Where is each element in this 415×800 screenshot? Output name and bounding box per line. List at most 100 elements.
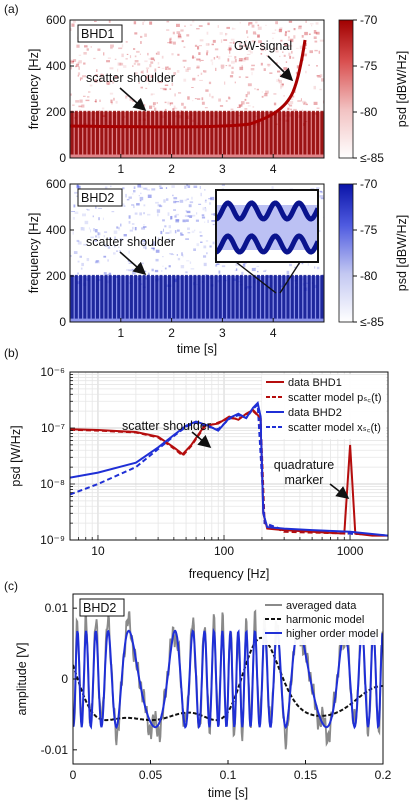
spectrogram-speckle [216,55,218,58]
spectrogram-speckle [142,226,147,228]
spectrogram-speckle [125,193,127,198]
annotation-arrow-scatter-shoulder-a1 [119,87,147,112]
scatter-band-stripe [273,274,277,319]
spectrogram-speckle [131,223,135,225]
x-tick-label: 0.05 [139,768,163,782]
spectrogram-speckle [133,62,136,65]
spectrogram-speckle [95,99,97,103]
spectrogram-speckle [194,98,197,100]
scatter-band-stripe [151,274,155,319]
spectrogram-speckle [157,204,162,207]
spectrogram-speckle [78,105,82,108]
spectrogram-speckle [168,67,171,70]
scatter-band-stripe [83,274,87,319]
spectrogram-speckle [319,190,322,192]
spectrogram-speckle [224,81,226,85]
spectrogram-speckle [142,245,147,249]
spectrogram-speckle [278,79,282,84]
spectrogram-speckle [187,185,191,188]
spectrogram-speckle [85,99,90,102]
spectrogram-speckle [241,58,246,62]
spectrogram-speckle [172,108,175,111]
spectrogram-speckle [140,35,143,38]
spectrogram-speckle [151,188,156,191]
spectrogram-speckle [315,22,319,25]
spectrogram-speckle [176,254,178,256]
spectrogram-speckle [113,97,115,101]
spectrogram-speckle [180,265,185,269]
spectrogram-speckle [101,107,105,110]
spectrogram-speckle [74,211,79,214]
spectrogram-speckle [103,272,107,275]
spectrogram-speckle [193,185,198,188]
a2-axes: 1 2 3 4 0 200 400 600 [46,177,277,340]
spectrogram-speckle [203,70,207,73]
spectrogram-speckle [140,262,144,265]
spectrogram-speckle [288,45,293,47]
spectrogram-speckle [305,103,308,106]
spectrogram-speckle [138,195,140,197]
x-tick-label: 4 [270,162,277,176]
spectrogram-speckle [263,95,265,97]
scatter-band-stripe [282,274,286,319]
spectrogram-speckle [299,25,302,28]
spectrogram-speckle [134,212,138,215]
spectrogram-speckle [74,191,78,194]
scatter-band-stripe [261,110,265,155]
spectrogram-speckle [77,74,79,77]
spectrogram-speckle [293,108,297,112]
spectrogram-speckle [219,32,223,35]
spectrogram-speckle [153,59,155,62]
spectrogram-speckle [245,102,250,104]
spectrogram-speckle [248,22,250,26]
spectrogram-speckle [205,89,209,92]
spectrogram-speckle [140,186,144,189]
spectrogram-speckle [211,220,216,222]
scatter-band-stripe [142,274,146,319]
spectrogram-speckle [225,65,228,67]
spectrogram-speckle [148,83,150,85]
scatter-band-stripe [163,274,167,319]
spectrogram-speckle [164,88,167,91]
scatter-band-stripe [100,110,104,155]
spectrogram-speckle [182,219,186,223]
spectrogram-speckle [212,39,216,43]
spectrogram-speckle [284,33,287,37]
spectrogram-speckle [257,34,260,38]
spectrogram-speckle [279,28,282,33]
spectrogram-speckle [295,71,298,75]
spectrogram-speckle [148,58,151,60]
spectrogram-speckle [113,252,116,255]
spectrogram-speckle [228,55,232,57]
spectrogram-speckle [183,106,187,109]
spectrogram-speckle [316,266,320,270]
spectrogram-speckle [218,270,221,274]
scatter-band-stripe [273,110,277,155]
spectrogram-speckle [285,31,287,34]
spectrogram-speckle [171,53,174,56]
spectrogram-speckle [150,93,153,96]
spectrogram-speckle [177,53,180,56]
spectrogram-speckle [72,104,75,106]
scatter-band-stripe [129,110,133,155]
spectrogram-speckle [177,35,182,39]
spectrogram-speckle [126,269,129,271]
spectrogram-speckle [151,93,155,95]
spectrogram-speckle [149,64,152,68]
spectrogram-speckle [97,48,101,51]
spectrogram-speckle [313,32,318,34]
spectrogram-speckle [129,229,133,232]
scatter-band-stripe [176,274,180,319]
spectrogram-speckle [147,213,151,216]
spectrogram-speckle [176,31,181,34]
spectrogram-speckle [177,257,181,261]
spectrogram-speckle [154,269,159,273]
spectrogram-speckle [76,184,80,189]
scatter-band-stripe [159,110,163,155]
scatter-band-stripe [269,110,273,155]
spectrogram-speckle [234,56,237,59]
spectrogram-speckle [251,40,256,43]
panel-a-letter: (a) [4,2,19,16]
annotation-scatter-shoulder-a2: scatter shoulder [86,235,175,249]
spectrogram-speckle [220,39,223,43]
